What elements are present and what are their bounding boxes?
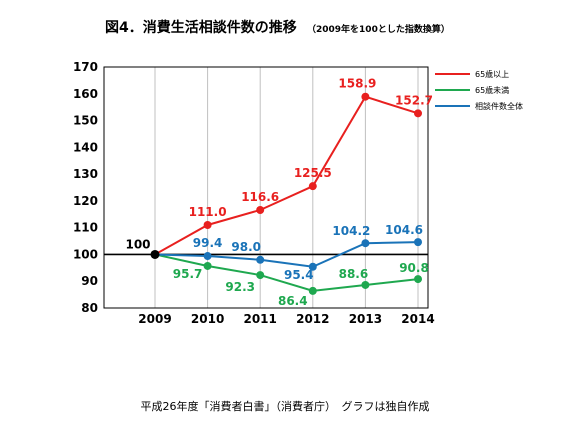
legend-entry: 65歳未満	[475, 85, 509, 95]
data-point	[256, 255, 265, 264]
y-tick-label: 120	[73, 194, 98, 208]
data-point	[414, 238, 422, 247]
y-tick-label: 110	[73, 221, 98, 235]
data-point	[361, 239, 370, 248]
data-label: 92.3	[225, 280, 255, 294]
plot-frame	[103, 66, 429, 309]
y-tick-label: 90	[81, 274, 98, 288]
data-label: 98.0	[231, 240, 261, 254]
data-label: 158.9	[338, 77, 376, 91]
chart-title: 図4．消費生活相談件数の推移	[105, 19, 297, 36]
data-label: 104.2	[332, 224, 370, 238]
data-label: 90.8	[399, 261, 429, 275]
data-point	[203, 261, 212, 270]
y-tick-label: 100	[73, 247, 98, 261]
x-tick-label: 2010	[191, 312, 224, 326]
source-note: 平成26年度「消費者白書」（消費者庁） グラフは独自作成	[140, 400, 430, 413]
data-point	[203, 220, 212, 229]
data-point	[308, 262, 317, 271]
plot-area: 80 90 100 110 120 130 140 150 160 170 2009 2010 2011…	[73, 60, 435, 326]
y-tick-label: 80	[81, 301, 98, 315]
y-tick-label: 170	[73, 60, 98, 74]
data-point	[414, 109, 422, 118]
data-point	[414, 275, 422, 284]
base-point	[150, 249, 160, 259]
data-point	[308, 286, 317, 295]
chart-subtitle: （2009年を100とした指数換算）	[307, 23, 450, 35]
data-label: 116.6	[241, 190, 279, 204]
y-tick-label: 160	[73, 87, 98, 101]
data-label: 104.6	[385, 223, 423, 237]
x-tick-label: 2012	[296, 312, 329, 326]
data-point	[308, 182, 317, 191]
x-tick-label: 2009	[138, 312, 171, 326]
x-tick-label: 2014	[401, 312, 434, 326]
data-point	[361, 92, 370, 101]
data-point	[256, 205, 265, 214]
series-line	[154, 241, 419, 268]
data-point	[361, 280, 370, 289]
y-tick-label: 140	[73, 140, 98, 154]
x-tick-label: 2013	[349, 312, 382, 326]
series-line	[154, 95, 419, 256]
data-label: 88.6	[339, 267, 369, 281]
data-point	[256, 271, 265, 280]
data-label: 152.7	[395, 93, 433, 107]
data-label: 95.7	[173, 267, 203, 281]
y-tick-label: 150	[73, 114, 98, 128]
data-label: 86.4	[278, 294, 308, 308]
legend-entry: 相談件数全体	[475, 101, 523, 111]
data-label: 95.4	[284, 268, 314, 282]
x-tick-label: 2011	[243, 312, 276, 326]
series-line	[154, 253, 419, 292]
y-tick-label: 130	[73, 167, 98, 181]
base-point-label: 100	[125, 237, 150, 251]
legend-entry: 65歳以上	[475, 69, 509, 79]
data-point	[203, 252, 212, 261]
data-label: 125.5	[294, 166, 332, 180]
data-label: 99.4	[193, 236, 223, 250]
data-label: 111.0	[189, 205, 227, 219]
